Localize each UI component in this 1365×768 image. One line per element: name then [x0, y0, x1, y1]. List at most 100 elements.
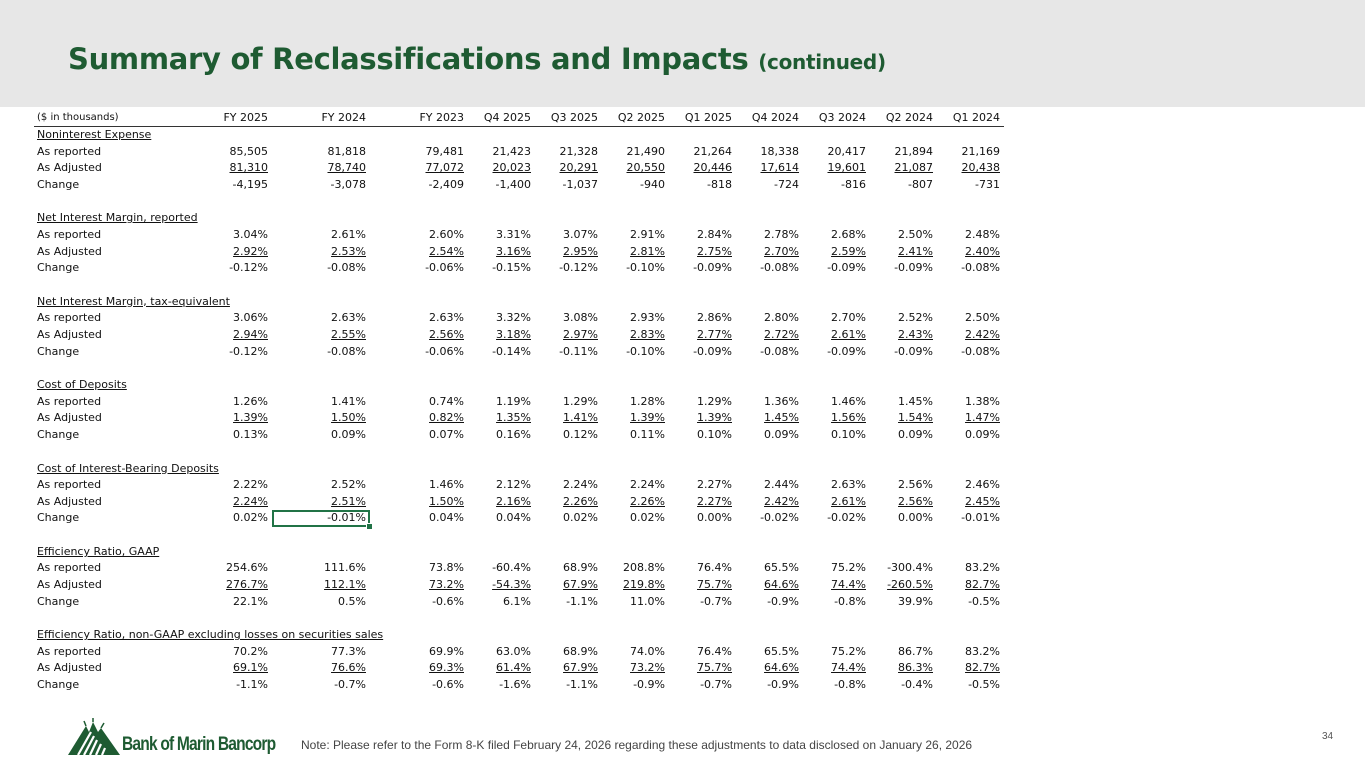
table-cell[interactable]: 70.2% [174, 644, 272, 661]
table-cell[interactable]: -0.9% [602, 677, 669, 694]
table-cell[interactable]: 3.07% [535, 227, 602, 244]
table-cell[interactable]: -0.6% [370, 594, 468, 611]
table-cell[interactable]: -0.09% [803, 344, 870, 361]
table-cell[interactable]: 69.9% [370, 644, 468, 661]
table-cell[interactable]: 1.46% [803, 394, 870, 411]
table-cell[interactable]: -0.01% [937, 510, 1004, 527]
table-cell[interactable]: -0.08% [736, 344, 803, 361]
table-cell[interactable]: 1.39% [669, 410, 736, 427]
table-cell[interactable]: 2.78% [736, 227, 803, 244]
table-cell[interactable]: 2.41% [870, 244, 937, 261]
table-cell[interactable]: 2.24% [174, 494, 272, 511]
table-cell[interactable]: 2.68% [803, 227, 870, 244]
selected-cell[interactable]: -0.01% [272, 510, 373, 530]
table-cell[interactable]: 2.93% [602, 310, 669, 327]
table-cell[interactable]: 0.09% [870, 427, 937, 444]
table-cell[interactable]: 2.22% [174, 477, 272, 494]
table-cell[interactable]: 39.9% [870, 594, 937, 611]
table-cell[interactable]: -0.7% [272, 677, 370, 694]
table-cell[interactable]: 64.6% [736, 577, 803, 594]
table-cell[interactable]: 1.26% [174, 394, 272, 411]
table-cell[interactable]: 78,740 [272, 160, 370, 177]
table-cell[interactable]: -260.5% [870, 577, 937, 594]
table-cell[interactable]: 0.5% [272, 594, 370, 611]
table-cell[interactable]: -0.8% [803, 594, 870, 611]
table-cell[interactable]: 3.18% [468, 327, 535, 344]
table-cell[interactable]: 77.3% [272, 644, 370, 661]
table-cell[interactable]: 61.4% [468, 660, 535, 677]
table-cell[interactable]: 1.38% [937, 394, 1004, 411]
table-cell[interactable]: 0.00% [870, 510, 937, 527]
table-cell[interactable]: 74.4% [803, 577, 870, 594]
table-cell[interactable]: -0.7% [669, 677, 736, 694]
table-cell[interactable]: 1.39% [174, 410, 272, 427]
table-cell[interactable]: -3,078 [272, 177, 370, 194]
table-cell[interactable]: 76.6% [272, 660, 370, 677]
table-cell[interactable]: 2.43% [870, 327, 937, 344]
table-cell[interactable]: 2.53% [272, 244, 370, 261]
table-cell[interactable]: 2.77% [669, 327, 736, 344]
table-cell[interactable]: 2.63% [370, 310, 468, 327]
table-cell[interactable]: 2.92% [174, 244, 272, 261]
table-cell[interactable]: 82.7% [937, 577, 1004, 594]
table-cell[interactable]: 1.45% [736, 410, 803, 427]
table-cell[interactable]: 0.02% [174, 510, 272, 527]
table-cell[interactable]: 0.00% [669, 510, 736, 527]
table-cell[interactable]: 20,417 [803, 144, 870, 161]
table-cell[interactable]: 21,087 [870, 160, 937, 177]
table-cell[interactable]: 22.1% [174, 594, 272, 611]
table-cell[interactable]: 3.16% [468, 244, 535, 261]
table-cell[interactable]: 1.29% [535, 394, 602, 411]
table-cell[interactable]: 2.42% [937, 327, 1004, 344]
table-cell[interactable]: 67.9% [535, 577, 602, 594]
table-cell[interactable]: 19,601 [803, 160, 870, 177]
table-cell[interactable]: 81,818 [272, 144, 370, 161]
table-cell[interactable]: 1.56% [803, 410, 870, 427]
table-cell[interactable]: 2.24% [535, 477, 602, 494]
table-cell[interactable]: 2.24% [602, 477, 669, 494]
table-cell[interactable]: -0.5% [937, 594, 1004, 611]
table-cell[interactable]: -0.6% [370, 677, 468, 694]
table-cell[interactable]: 254.6% [174, 560, 272, 577]
table-cell[interactable]: 86.3% [870, 660, 937, 677]
table-cell[interactable]: -0.02% [803, 510, 870, 527]
table-cell[interactable]: -60.4% [468, 560, 535, 577]
table-cell[interactable]: -0.09% [803, 260, 870, 277]
table-cell[interactable]: 2.56% [370, 327, 468, 344]
table-cell[interactable]: 2.56% [870, 477, 937, 494]
table-cell[interactable]: -0.12% [174, 260, 272, 277]
table-cell[interactable]: -0.12% [174, 344, 272, 361]
table-cell[interactable]: 0.09% [736, 427, 803, 444]
table-cell[interactable]: -0.06% [370, 260, 468, 277]
table-cell[interactable]: 83.2% [937, 644, 1004, 661]
table-cell[interactable]: 74.0% [602, 644, 669, 661]
table-cell[interactable]: 2.52% [272, 477, 370, 494]
table-cell[interactable]: 0.10% [669, 427, 736, 444]
table-cell[interactable]: 73.2% [602, 660, 669, 677]
table-cell[interactable]: -0.10% [602, 344, 669, 361]
table-cell[interactable]: 0.11% [602, 427, 669, 444]
table-cell[interactable]: 1.29% [669, 394, 736, 411]
table-cell[interactable]: 82.7% [937, 660, 1004, 677]
table-cell[interactable]: 276.7% [174, 577, 272, 594]
table-cell[interactable]: 2.80% [736, 310, 803, 327]
table-cell[interactable]: 1.41% [535, 410, 602, 427]
table-cell[interactable]: 0.10% [803, 427, 870, 444]
table-cell[interactable]: 0.07% [370, 427, 468, 444]
table-cell[interactable]: -0.5% [937, 677, 1004, 694]
table-cell[interactable]: 75.2% [803, 560, 870, 577]
table-cell[interactable]: 68.9% [535, 644, 602, 661]
table-cell[interactable]: 64.6% [736, 660, 803, 677]
table-cell[interactable]: 63.0% [468, 644, 535, 661]
table-cell[interactable]: -0.08% [272, 260, 370, 277]
table-cell[interactable]: 2.40% [937, 244, 1004, 261]
table-cell[interactable]: -300.4% [870, 560, 937, 577]
table-cell[interactable]: 208.8% [602, 560, 669, 577]
table-cell[interactable]: 76.4% [669, 560, 736, 577]
table-cell[interactable]: -1.6% [468, 677, 535, 694]
table-cell[interactable]: 2.55% [272, 327, 370, 344]
table-cell[interactable]: 2.46% [937, 477, 1004, 494]
table-cell[interactable]: 2.54% [370, 244, 468, 261]
table-cell[interactable]: 74.4% [803, 660, 870, 677]
table-cell[interactable]: 2.56% [870, 494, 937, 511]
